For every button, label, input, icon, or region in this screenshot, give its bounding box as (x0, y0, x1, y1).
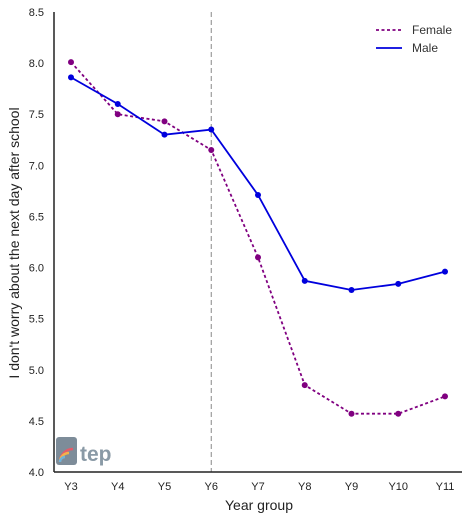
x-tick-label: Y11 (436, 481, 455, 493)
data-point-male (395, 280, 402, 287)
y-tick-label: 6.5 (29, 211, 44, 223)
y-axis: 4.0 4.5 5.0 5.5 6.0 6.5 7.0 7.5 8.0 8.5 (29, 7, 55, 479)
y-tick-label: 7.5 (29, 109, 44, 121)
x-tick-label: Y9 (345, 481, 358, 493)
y-axis-title: I don't worry about the next day after s… (6, 107, 22, 378)
data-point-male (442, 268, 448, 275)
series-male (68, 74, 448, 294)
y-tick-label: 4.0 (29, 467, 44, 479)
data-point-male (301, 277, 308, 284)
x-tick-label: Y6 (205, 481, 218, 493)
x-axis-title: Year group (225, 497, 293, 513)
y-tick-label: 6.0 (29, 263, 44, 275)
y-tick-label: 4.5 (29, 416, 44, 428)
data-point-female (114, 111, 121, 118)
data-point-female (395, 410, 402, 417)
data-point-female (255, 254, 261, 261)
x-tick-label: Y7 (251, 481, 264, 493)
data-point-male (255, 191, 261, 198)
x-tick-label: Y8 (298, 481, 311, 493)
data-point-female (208, 147, 215, 153)
x-tick-label: Y4 (111, 481, 124, 493)
x-axis: Y3 Y4 Y5 Y6 Y7 Y8 Y9 Y10 Y11 (54, 471, 462, 493)
y-tick-label: 8.5 (29, 7, 44, 19)
data-point-male (161, 131, 168, 138)
data-point-male (348, 287, 355, 294)
legend-label-female: Female (412, 23, 452, 37)
tep-logo: tep (56, 437, 112, 466)
legend-label-male: Male (412, 41, 438, 55)
data-point-female (301, 382, 308, 389)
series-line-female (70, 61, 446, 415)
series-layer (68, 59, 448, 417)
x-tick-label: Y5 (158, 481, 171, 493)
x-tick-label: Y10 (388, 481, 408, 493)
data-point-male (208, 126, 215, 133)
tep-logo-text: tep (80, 443, 112, 466)
y-tick-label: 5.5 (29, 314, 44, 326)
series-female (68, 59, 448, 417)
legend: Female Male (376, 23, 452, 55)
y-tick-label: 8.0 (29, 58, 44, 70)
data-point-male (114, 101, 121, 107)
x-tick-label: Y3 (64, 481, 77, 493)
y-tick-label: 7.0 (29, 160, 44, 172)
data-point-male (68, 74, 74, 81)
data-point-female (161, 118, 168, 125)
data-point-female (348, 410, 355, 417)
data-point-female (442, 393, 448, 400)
tep-logo-icon (56, 437, 77, 465)
y-tick-label: 5.0 (29, 365, 44, 377)
data-point-female (68, 59, 74, 66)
